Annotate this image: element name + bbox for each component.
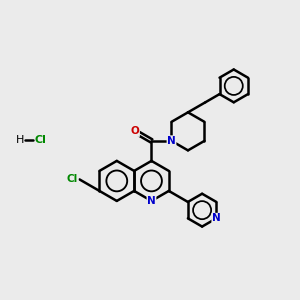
Text: H: H (16, 135, 25, 145)
Text: Cl: Cl (34, 135, 46, 145)
Text: O: O (130, 126, 140, 136)
Text: N: N (147, 196, 156, 206)
Text: N: N (167, 136, 176, 146)
Text: N: N (212, 213, 221, 224)
Text: Cl: Cl (67, 174, 78, 184)
